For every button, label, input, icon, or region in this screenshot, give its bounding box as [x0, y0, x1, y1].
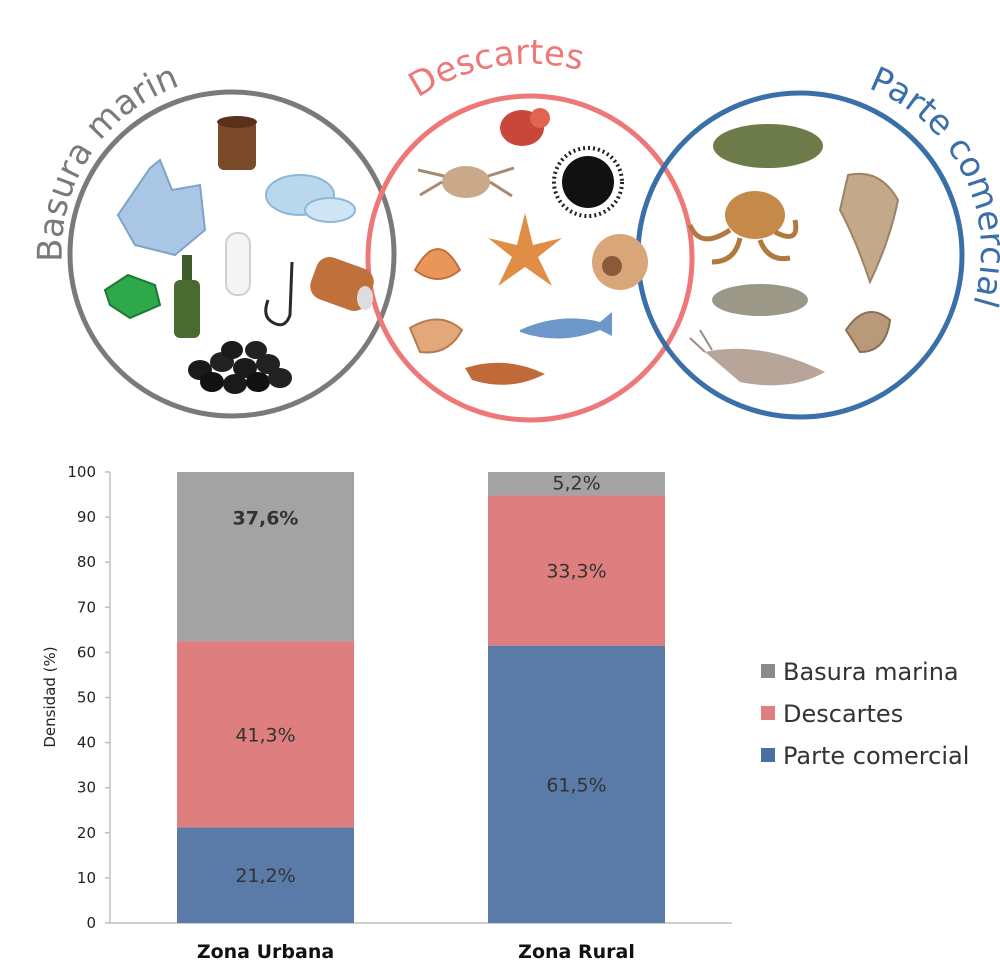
comercial-illustrations — [690, 124, 898, 385]
descartes-illustrations — [410, 108, 648, 385]
y-tick-label: 70 — [77, 598, 96, 616]
clam-icon — [846, 312, 890, 352]
legend-label-basura-marina: Basura marina — [783, 658, 959, 686]
plastic-bag-icon — [118, 160, 205, 255]
hermit-crab-icon — [500, 108, 550, 146]
murex-icon — [840, 174, 898, 282]
green-glass-icon — [105, 275, 160, 318]
y-tick-label: 10 — [77, 869, 96, 887]
data-label-zona-urbana-descartes: 41,3% — [235, 724, 295, 746]
octopus-icon — [690, 191, 796, 262]
figure: Basura marina Descartes Parte comercial — [0, 0, 1000, 976]
category-labels: Zona Urbana Zona Rural — [197, 941, 635, 963]
legend: Basura marina Descartes Parte comercial — [761, 658, 969, 770]
y-tick-label: 50 — [77, 689, 96, 707]
cuttlefish-icon — [712, 284, 808, 316]
plastic-bottles-icon — [266, 175, 355, 222]
starfish-icon — [488, 213, 562, 286]
stacked-bar-chart: 0 10 20 30 40 50 60 70 80 90 100 21,2% 41,3% 37,6% 61… — [41, 463, 969, 963]
y-tick-label: 40 — [77, 734, 96, 752]
y-tick-label: 60 — [77, 643, 96, 661]
tar-balls-icon — [188, 341, 292, 394]
glass-bottle-icon — [174, 255, 200, 338]
conch-icon — [465, 363, 545, 385]
descartes-title-path: Descartes — [402, 33, 588, 106]
y-tick-label: 100 — [67, 463, 96, 481]
scallop-icon — [415, 249, 460, 279]
pad-icon — [226, 233, 250, 295]
legend-label-descartes: Descartes — [783, 700, 903, 728]
y-axis-label: Densidad (%) — [41, 646, 59, 747]
sea-urchin-icon — [554, 148, 622, 216]
legend-swatch-basura-marina — [761, 664, 775, 678]
y-tick-label: 0 — [86, 914, 96, 932]
y-tick-label: 30 — [77, 779, 96, 797]
legend-swatch-descartes — [761, 706, 775, 720]
data-label-zona-urbana-basura-marina: 37,6% — [233, 507, 299, 529]
y-tick-labels: 0 10 20 30 40 50 60 70 80 90 100 — [67, 463, 110, 932]
bars — [177, 472, 665, 923]
tin-can-icon — [217, 116, 257, 170]
y-tick-label: 20 — [77, 824, 96, 842]
category-label-zona-urbana: Zona Urbana — [197, 941, 334, 963]
descartes-title: Descartes — [402, 33, 588, 106]
y-tick-label: 80 — [77, 553, 96, 571]
bar-zona-urbana-basura-marina — [177, 472, 354, 641]
category-label-zona-rural: Zona Rural — [518, 941, 635, 963]
data-label-zona-rural-basura-marina: 5,2% — [552, 473, 600, 495]
data-label-zona-rural-parte-comercial: 61,5% — [546, 774, 606, 796]
category-diagram: Basura marina Descartes Parte comercial — [0, 0, 1000, 420]
shrimp-icon — [690, 330, 825, 385]
basura-illustrations — [105, 116, 378, 394]
data-label-zona-rural-descartes: 33,3% — [546, 561, 606, 583]
blue-fish-icon — [520, 312, 612, 339]
fish-hook-icon — [266, 262, 292, 325]
whelk-icon — [410, 319, 462, 352]
y-tick-label: 90 — [77, 508, 96, 526]
flatfish-icon — [713, 124, 823, 168]
crab-icon — [418, 166, 514, 198]
legend-label-parte-comercial: Parte comercial — [783, 742, 969, 770]
legend-swatch-parte-comercial — [761, 748, 775, 762]
data-label-zona-urbana-parte-comercial: 21,2% — [235, 865, 295, 887]
moon-snail-icon — [592, 234, 648, 290]
